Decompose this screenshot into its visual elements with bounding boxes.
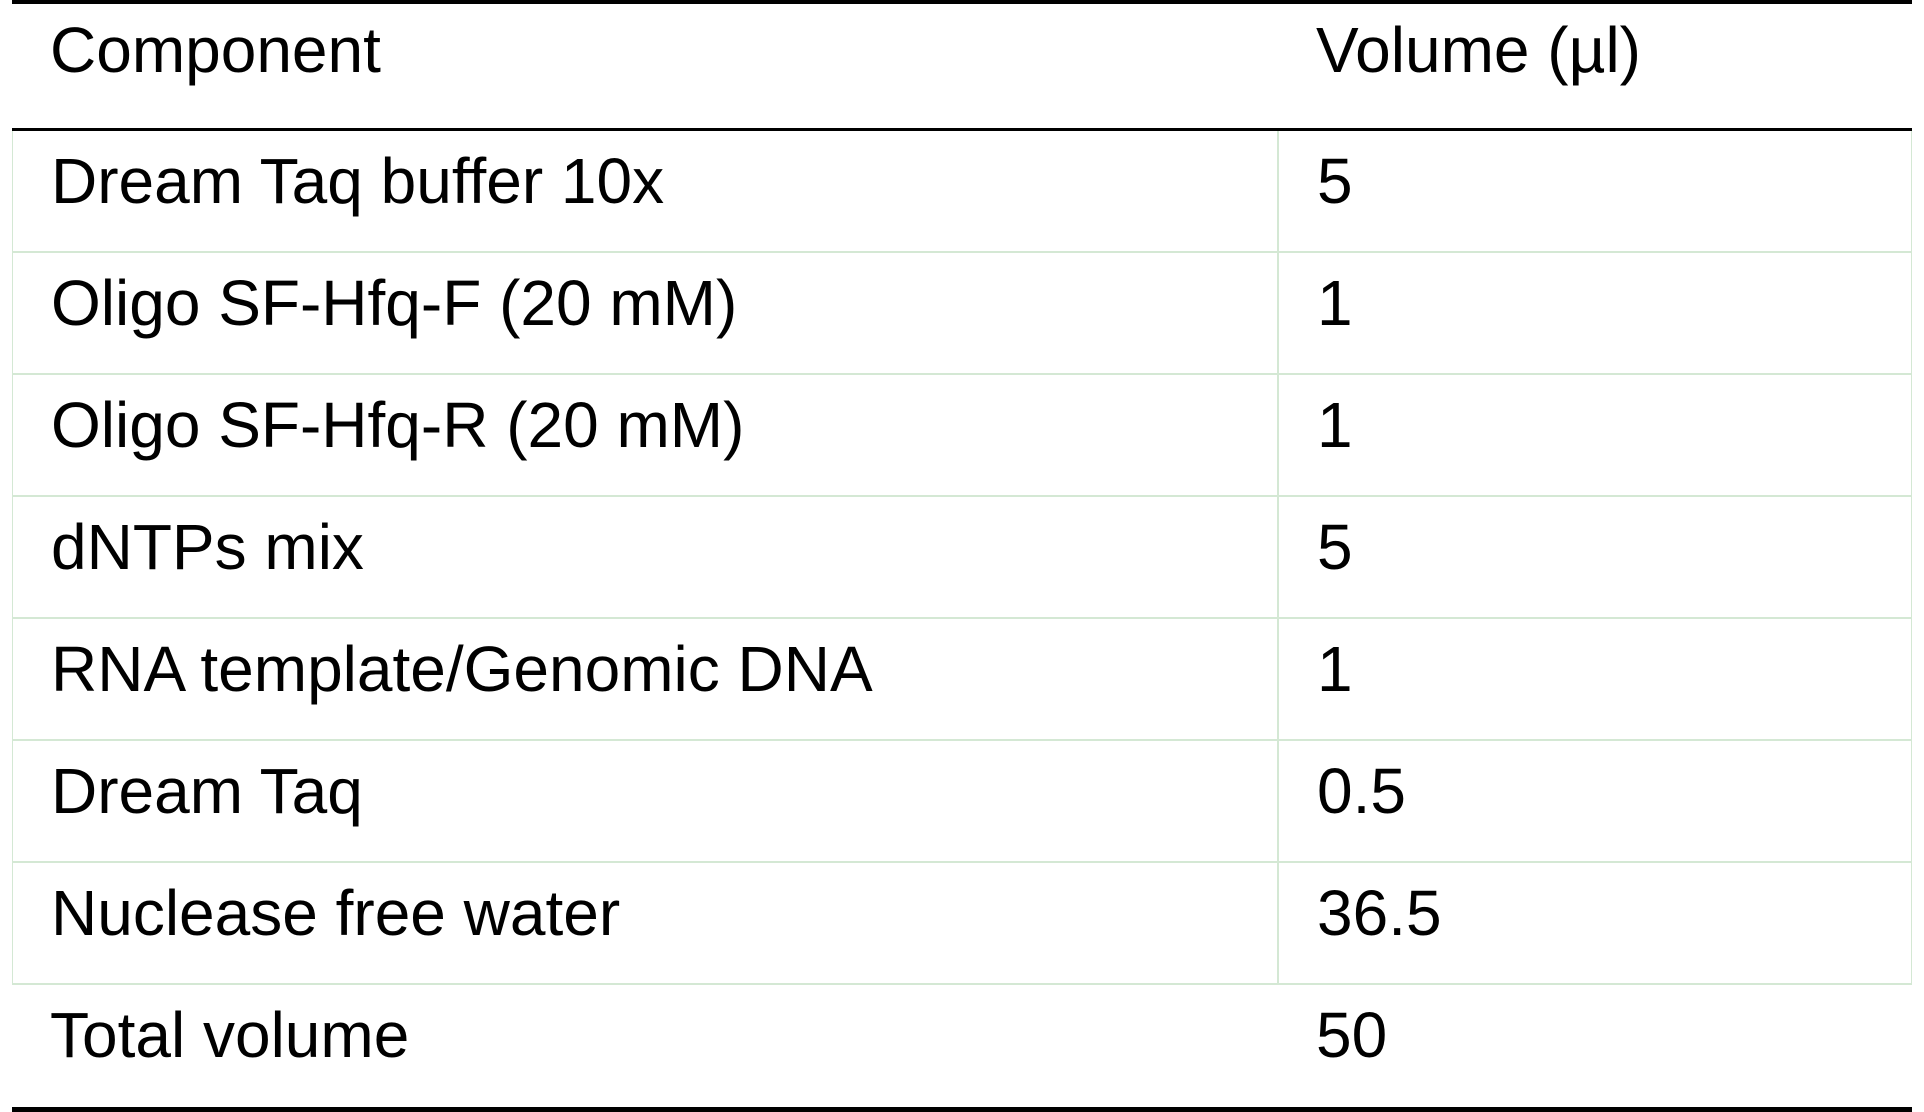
- table-header-rule: [12, 128, 1912, 131]
- cell-component: RNA template/Genomic DNA: [13, 619, 1279, 739]
- cell-component: Dream Taq buffer 10x: [13, 131, 1279, 251]
- total-volume: 50: [1316, 999, 1388, 1071]
- table-row: Oligo SF-Hfq-R (20 mM) 1: [13, 375, 1911, 497]
- table-body: Dream Taq buffer 10x 5 Oligo SF-Hfq-F (2…: [12, 131, 1912, 985]
- cell-component: Oligo SF-Hfq-R (20 mM): [13, 375, 1279, 495]
- cell-volume: 1: [1317, 267, 1353, 339]
- header-volume: Volume (µl): [1316, 14, 1641, 86]
- cell-volume: 1: [1317, 389, 1353, 461]
- table-row: RNA template/Genomic DNA 1: [13, 619, 1911, 741]
- table-row: Dream Taq buffer 10x 5: [13, 131, 1911, 253]
- cell-component: Nuclease free water: [13, 863, 1279, 983]
- cell-volume: 36.5: [1317, 877, 1442, 949]
- table-bottom-rule: [12, 1107, 1912, 1112]
- table-total-row: Total volume 50: [12, 985, 1912, 1107]
- table-row: dNTPs mix 5: [13, 497, 1911, 619]
- cell-volume: 5: [1317, 145, 1353, 217]
- cell-volume: 1: [1317, 633, 1353, 705]
- reagent-table: Component Volume (µl) Dream Taq buffer 1…: [12, 0, 1912, 1112]
- table-top-rule: [12, 0, 1912, 4]
- header-component: Component: [50, 14, 381, 86]
- cell-component: dNTPs mix: [13, 497, 1279, 617]
- table-header-row: Component Volume (µl): [12, 4, 1912, 128]
- cell-component: Oligo SF-Hfq-F (20 mM): [13, 253, 1279, 373]
- cell-component: Dream Taq: [13, 741, 1279, 861]
- table-row: Nuclease free water 36.5: [13, 863, 1911, 985]
- cell-volume: 0.5: [1317, 755, 1406, 827]
- table-row: Oligo SF-Hfq-F (20 mM) 1: [13, 253, 1911, 375]
- total-label: Total volume: [50, 999, 410, 1071]
- cell-volume: 5: [1317, 511, 1353, 583]
- table-row: Dream Taq 0.5: [13, 741, 1911, 863]
